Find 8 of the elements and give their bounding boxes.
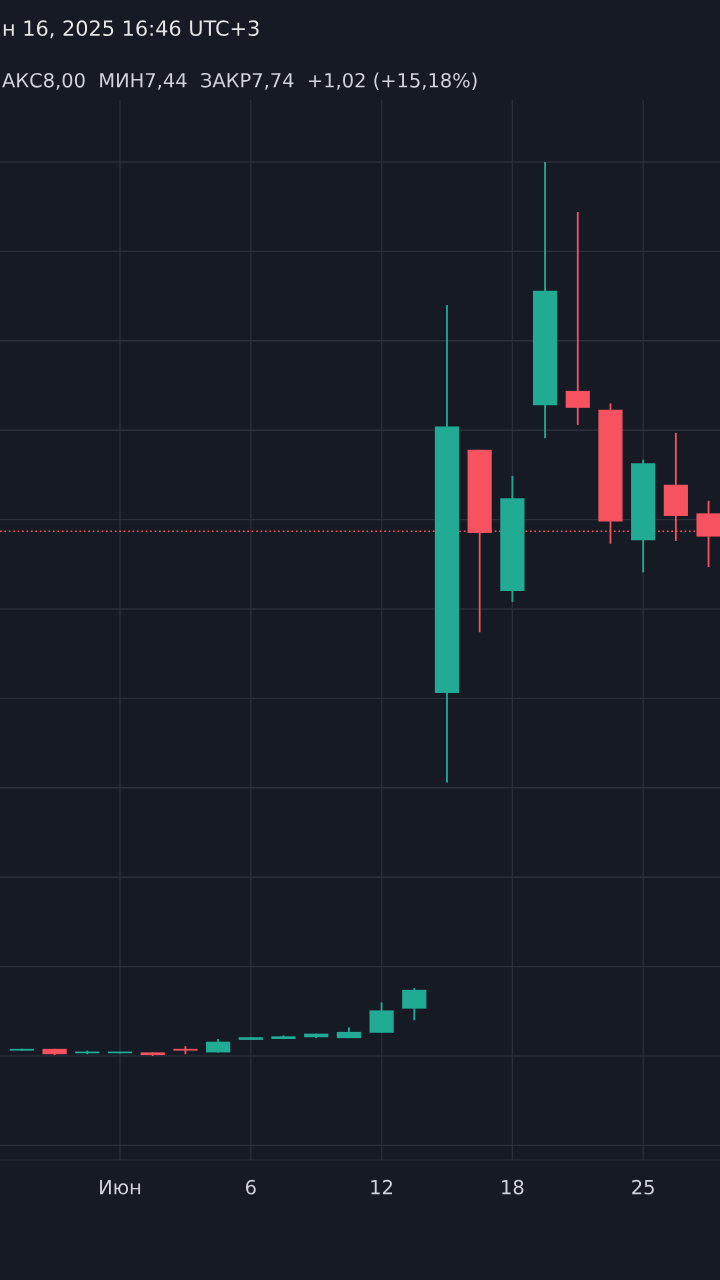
x-tick-label: 6 [245,1179,256,1195]
candlestick [565,211,590,426]
x-tick-label: 12 [371,1179,392,1195]
chart-subtitle: АКС8,00 МИН7,44 ЗАКР7,74 +1,02 (+15,18%) [2,72,477,90]
x-tick-label: 25 [632,1179,654,1195]
chart-title: н 16, 2025 16:46 UTC+3 [3,20,259,39]
x-tick-label: 18 [502,1179,524,1195]
x-tick-label: Июн [100,1180,141,1195]
